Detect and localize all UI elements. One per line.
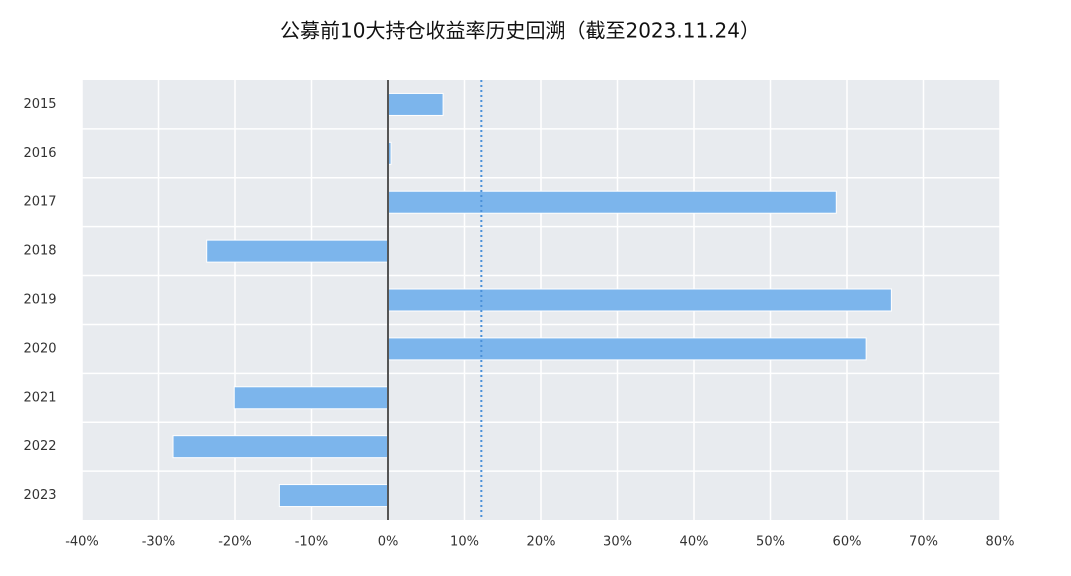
x-tick-label: -40% (65, 535, 99, 550)
x-tick-label: 40% (680, 535, 709, 550)
x-tick-label: 10% (450, 535, 479, 550)
bar (206, 239, 389, 263)
x-tick-label: 80% (986, 535, 1015, 550)
x-tick-label: 60% (833, 535, 862, 550)
x-tick-label: 20% (527, 535, 556, 550)
bar (387, 92, 444, 116)
y-tick-label: 2017 (23, 195, 56, 210)
bar (387, 288, 892, 312)
bar (387, 190, 837, 214)
x-tick-label: -10% (295, 535, 329, 550)
y-tick-label: 2023 (23, 488, 56, 503)
bar (172, 435, 389, 459)
x-tick-label: 0% (378, 535, 399, 550)
bar (387, 337, 867, 361)
x-tick-label: -30% (142, 535, 176, 550)
x-tick-label: 70% (909, 535, 938, 550)
y-tick-label: 2021 (23, 390, 56, 405)
y-tick-label: 2015 (23, 97, 56, 112)
bar (278, 484, 389, 508)
y-tick-label: 2019 (23, 293, 56, 308)
y-tick-label: 2020 (23, 341, 56, 356)
x-tick-label: -20% (218, 535, 252, 550)
bar (233, 386, 389, 410)
x-tick-label: 30% (603, 535, 632, 550)
x-tick-label: 50% (756, 535, 785, 550)
y-tick-label: 2016 (23, 146, 56, 161)
y-tick-label: 2022 (23, 439, 56, 454)
y-tick-label: 2018 (23, 244, 56, 259)
chart-title: 公募前10大持仓收益率历史回溯（截至2023.11.24） (280, 19, 760, 43)
